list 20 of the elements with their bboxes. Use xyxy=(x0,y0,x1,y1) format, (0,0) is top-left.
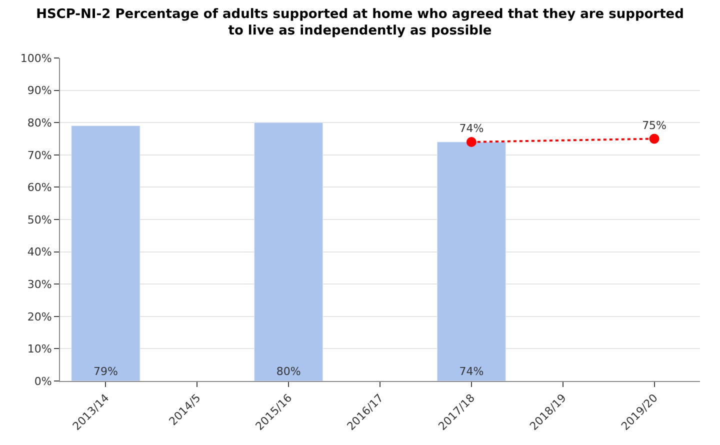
y-tick-label: 40% xyxy=(27,246,52,259)
y-tick-label: 90% xyxy=(27,84,52,98)
y-tick-label: 100% xyxy=(20,52,52,65)
data-label: 79% xyxy=(93,365,118,378)
y-tick-label: 50% xyxy=(27,213,52,226)
data-label: 74% xyxy=(459,122,484,135)
chart-title: HSCP-NI-2 Percentage of adults supported at home who agreed that they are supported to live as independently as possible xyxy=(36,6,684,39)
bar xyxy=(71,126,140,381)
y-tick-label: 10% xyxy=(27,342,52,356)
y-tick-label: 70% xyxy=(27,148,52,162)
y-tick-label: 60% xyxy=(27,181,52,194)
data-label: 80% xyxy=(276,365,301,378)
y-tick-label: 20% xyxy=(27,310,52,324)
bar xyxy=(254,122,324,381)
data-label: 75% xyxy=(642,118,667,132)
y-tick-label: 30% xyxy=(27,278,52,291)
y-tick-label: 80% xyxy=(27,116,52,130)
bar xyxy=(436,142,506,381)
data-label: 74% xyxy=(459,365,484,378)
y-tick-label: 0% xyxy=(34,374,52,388)
